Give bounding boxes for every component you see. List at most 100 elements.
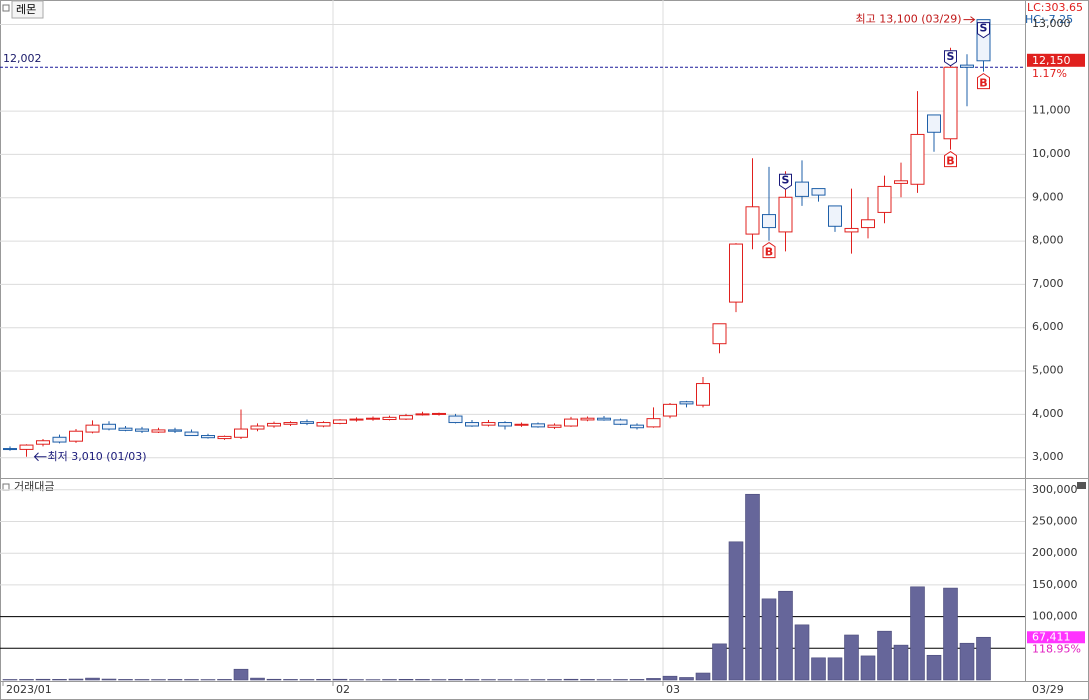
ratio-label: 118.95%	[1032, 642, 1081, 655]
signal-label: B	[946, 155, 954, 168]
bar	[728, 541, 744, 681]
bar	[646, 678, 661, 681]
signal-label: S	[947, 50, 955, 63]
candle-body	[762, 214, 776, 229]
bar	[19, 679, 34, 681]
candle-body	[448, 415, 463, 424]
bar	[382, 679, 397, 681]
candle-body	[201, 435, 215, 439]
bar	[943, 587, 958, 681]
bar	[52, 679, 67, 681]
candle-body	[960, 64, 974, 68]
bar	[910, 586, 925, 681]
price-tag	[1027, 53, 1085, 67]
candle-body	[877, 185, 892, 213]
signal-label: S	[980, 22, 988, 35]
panel-icon	[2, 483, 10, 491]
y-tick-label: 8,000	[1032, 234, 1064, 247]
candle-body	[52, 436, 67, 443]
candle-body	[795, 181, 809, 197]
bar	[184, 679, 199, 681]
bar	[695, 672, 711, 681]
candle-body	[696, 383, 710, 406]
candle-body	[778, 196, 793, 233]
candle-body	[234, 428, 248, 438]
bar	[332, 678, 348, 681]
candle-body	[597, 417, 611, 421]
bar	[811, 657, 826, 681]
bar	[745, 493, 760, 681]
candle-body	[531, 423, 545, 428]
hc-label: HC:-7.25	[1025, 13, 1073, 26]
bar	[35, 678, 51, 681]
candle-body	[118, 427, 133, 431]
bar	[217, 679, 232, 681]
y-tick-label: 5,000	[1032, 364, 1064, 377]
bar	[778, 590, 793, 681]
candle-body	[861, 219, 875, 229]
candle-body	[564, 418, 578, 427]
candle-body	[300, 421, 314, 424]
bar	[893, 644, 909, 681]
low-arrow	[33, 452, 47, 462]
bar	[827, 657, 843, 681]
bar	[464, 679, 480, 681]
signal-marker	[762, 241, 776, 259]
bar	[101, 678, 117, 681]
bar	[679, 677, 694, 681]
bar	[959, 642, 975, 681]
y-tick-label: 11,000	[1032, 104, 1071, 117]
y-tick-label: 3,000	[1032, 450, 1064, 463]
y-tick-label: 4,000	[1032, 407, 1064, 420]
bar	[299, 679, 315, 681]
candle-body	[366, 417, 380, 420]
price-tag-label: 12,150	[1032, 54, 1071, 67]
bar	[68, 678, 84, 681]
bar	[629, 679, 645, 681]
title-box	[11, 0, 44, 19]
y-tick-label: 100,000	[1032, 610, 1078, 623]
candle-body	[514, 423, 529, 426]
candle-body	[613, 419, 628, 425]
bar	[563, 678, 579, 681]
candle-body	[399, 415, 413, 420]
y-tick-label: 250,000	[1032, 515, 1078, 528]
high-arrow	[963, 16, 976, 24]
candle-body	[250, 425, 265, 430]
signal-label: S	[782, 173, 790, 186]
bar	[662, 675, 678, 681]
candle-body	[316, 422, 331, 427]
bar	[167, 679, 183, 681]
signal-marker	[944, 151, 957, 168]
bar	[233, 668, 249, 681]
bar	[415, 679, 430, 681]
bar	[85, 677, 100, 681]
y-tick-label: 200,000	[1032, 546, 1078, 559]
candle-body	[547, 424, 562, 428]
candle-body	[630, 424, 644, 429]
y-tick-label: 300,000	[1032, 483, 1078, 496]
bar	[134, 679, 150, 681]
candle-body	[217, 435, 232, 440]
candle-body	[910, 133, 925, 185]
bar	[613, 679, 628, 681]
bar	[118, 679, 133, 681]
candle-body	[3, 448, 17, 451]
y-tick-label: 7,000	[1032, 277, 1064, 290]
bar	[761, 598, 777, 681]
candle-body	[151, 429, 166, 433]
y-tick-label: 10,000	[1032, 147, 1071, 160]
bar	[283, 679, 298, 681]
panel-close[interactable]	[1077, 482, 1086, 489]
candle-body	[168, 429, 182, 432]
bar	[2, 679, 18, 681]
price-change: 1.17%	[1032, 67, 1067, 80]
candle-body	[349, 418, 364, 421]
x-tick-label: 03	[666, 683, 680, 696]
bar	[580, 679, 595, 681]
candle-body	[19, 444, 34, 450]
candle-body	[498, 422, 512, 427]
